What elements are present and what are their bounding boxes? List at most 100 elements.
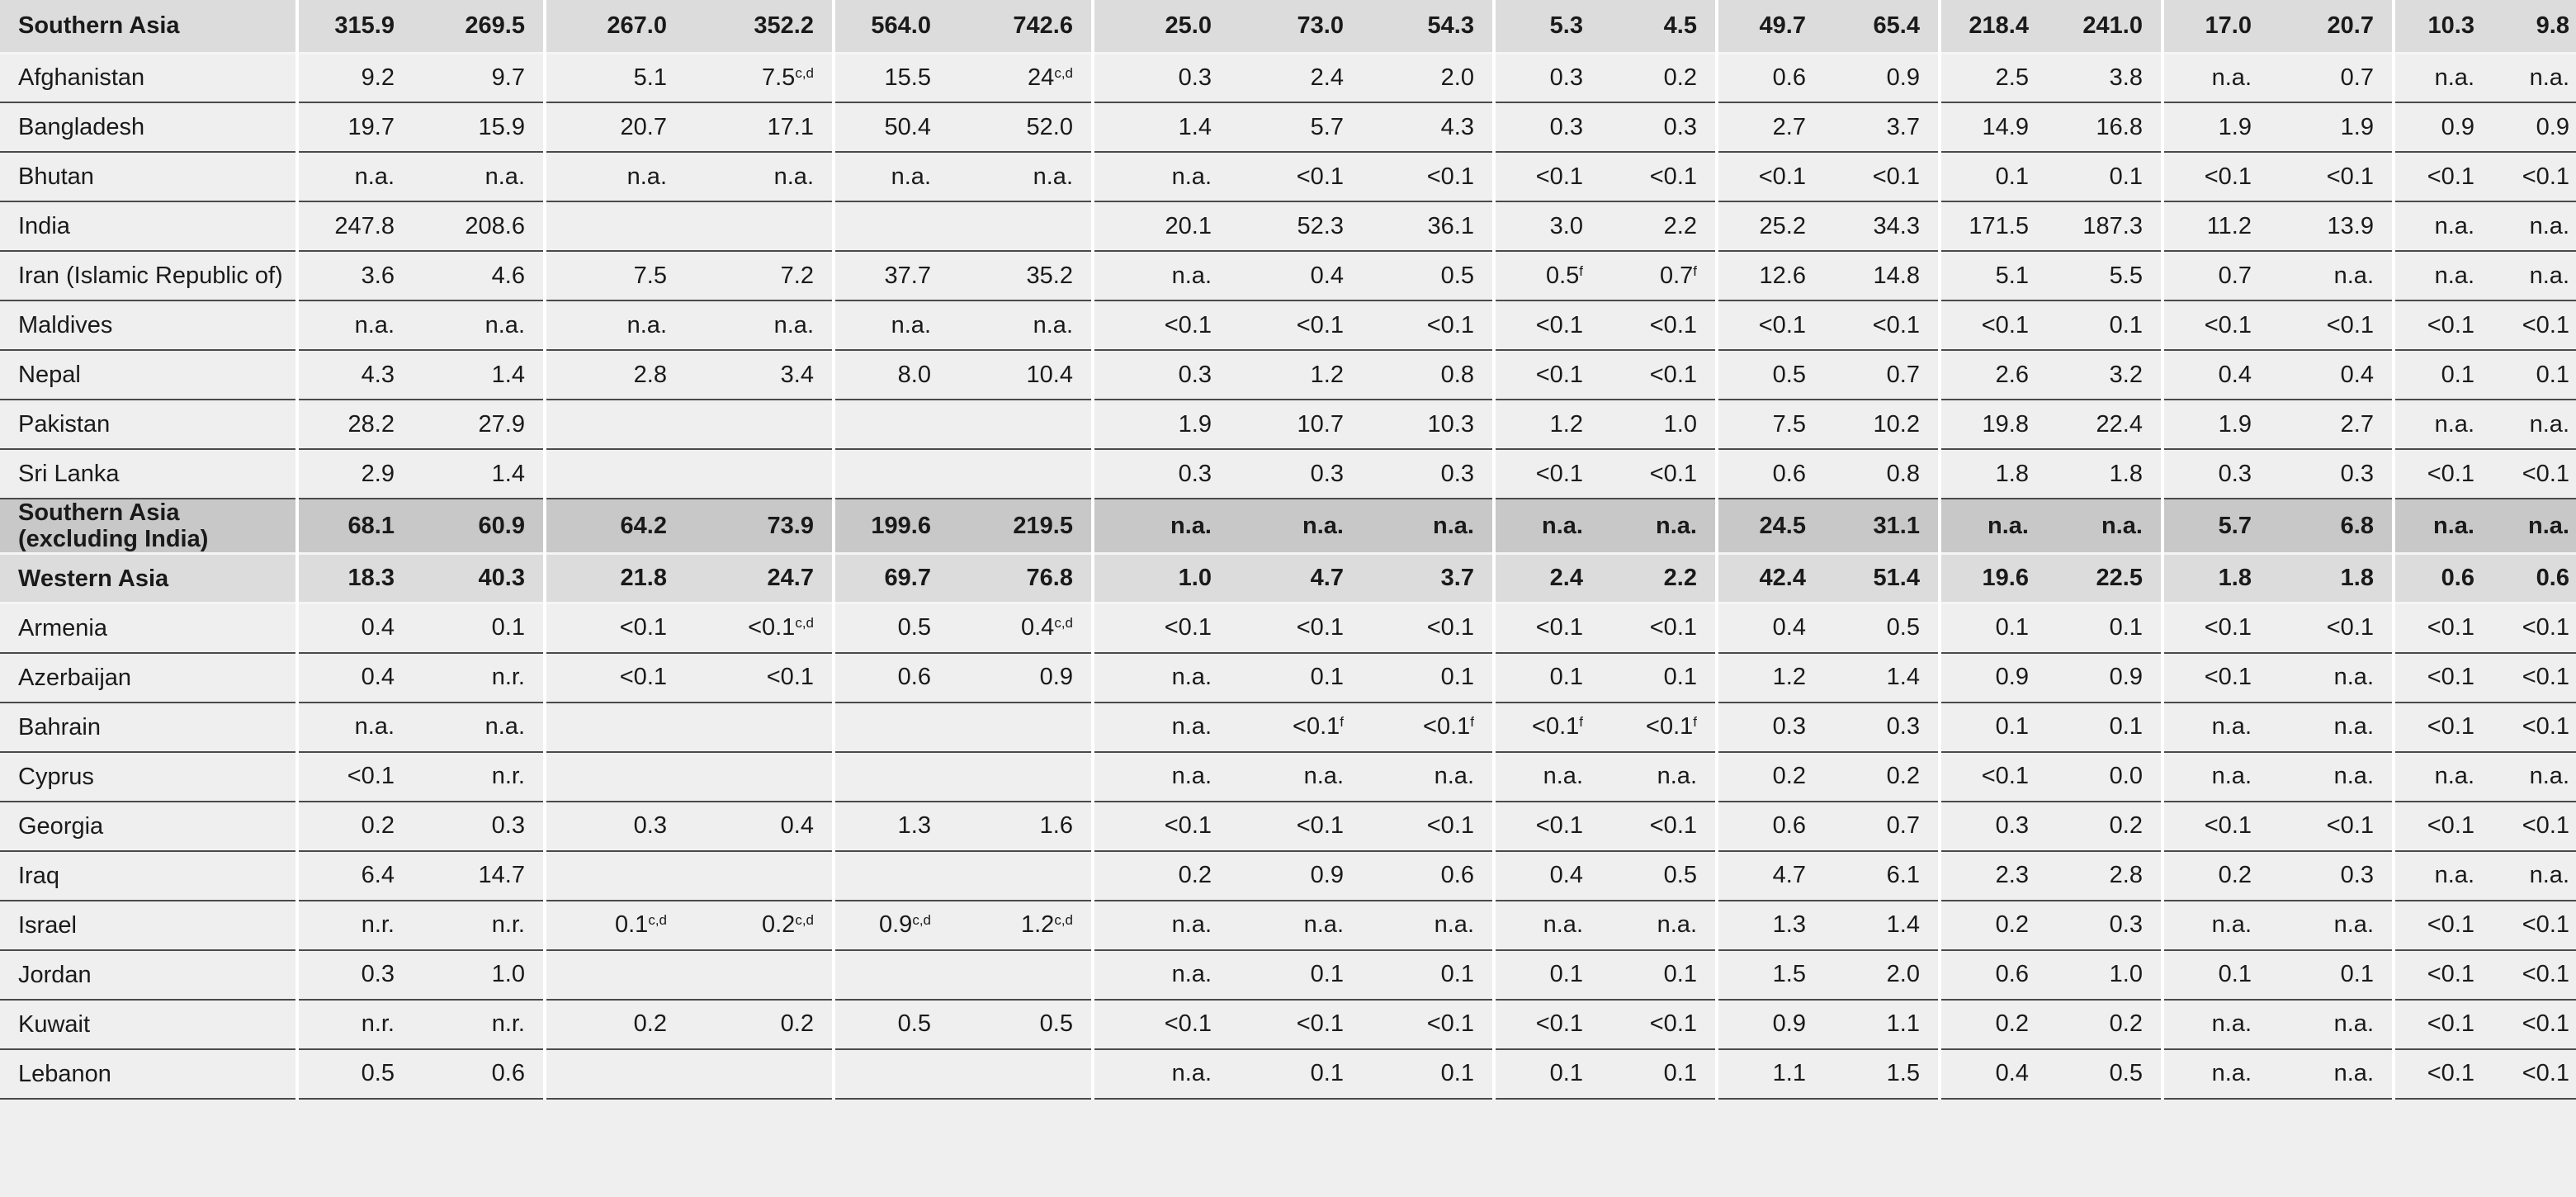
table-cell: n.a. bbox=[543, 300, 685, 351]
table-cell: 0.6 bbox=[1362, 850, 1494, 901]
table-cell: 0.9 bbox=[2392, 102, 2493, 153]
table-cell: <0.1 bbox=[2493, 449, 2576, 499]
table-cell: 0.4 bbox=[685, 801, 834, 852]
table-cell: 1.9 bbox=[2161, 400, 2270, 450]
table-cell: 12.6 bbox=[1715, 251, 1824, 301]
footnote-mark: c,d bbox=[795, 615, 814, 632]
table-cell: <0.1 bbox=[1601, 999, 1717, 1050]
table-cell: n.a. bbox=[1230, 751, 1362, 802]
table-cell: 20.1 bbox=[1091, 201, 1230, 252]
table-cell: <0.1 bbox=[1492, 350, 1601, 400]
table-cell: <0.1 bbox=[1091, 300, 1230, 351]
table-cell: 1.3 bbox=[1715, 900, 1824, 951]
table-cell: 4.3 bbox=[1362, 102, 1494, 153]
table-cell bbox=[543, 702, 685, 753]
table-cell: 3.7 bbox=[1824, 102, 1940, 153]
table-cell: n.a. bbox=[1601, 751, 1717, 802]
table-cell: 267.0 bbox=[543, 0, 685, 54]
table-cell: n.a. bbox=[1230, 499, 1362, 555]
table-cell: <0.1 bbox=[2493, 702, 2576, 753]
table-row: Bahrain n.a. n.a. n.a. <0.1f <0.1f <0.1f <0.1f 0… bbox=[0, 702, 2576, 753]
table-cell: 0.5 bbox=[832, 999, 949, 1050]
table-cell: n.r. bbox=[413, 652, 545, 703]
table-cell: n.a. bbox=[2161, 702, 2270, 753]
table-cell: <0.1 bbox=[2392, 1048, 2493, 1100]
table-cell: 0.3 bbox=[295, 949, 413, 1001]
table-cell: 0.1 bbox=[1938, 702, 2047, 753]
table-cell: <0.1 bbox=[1492, 449, 1601, 499]
table-cell: 24.7 bbox=[685, 553, 834, 604]
table-cell: n.a. bbox=[1091, 152, 1230, 202]
table-cell: 1.9 bbox=[1091, 400, 1230, 450]
table-cell: 50.4 bbox=[832, 102, 949, 153]
table-cell: <0.1c,d bbox=[685, 603, 834, 654]
table-cell: 3.7 bbox=[1362, 553, 1494, 604]
table-cell: <0.1 bbox=[2161, 300, 2270, 351]
table-cell: 0.1 bbox=[1230, 949, 1362, 1001]
table-cell: n.a. bbox=[2047, 499, 2162, 555]
table-cell: 1.4 bbox=[413, 449, 545, 499]
row-label: Sri Lanka bbox=[0, 449, 297, 499]
cell-value: 0.7 bbox=[1659, 262, 1694, 289]
table-cell: <0.1 bbox=[2392, 152, 2493, 202]
row-label: Lebanon bbox=[0, 1048, 297, 1100]
table-cell: 3.8 bbox=[2047, 53, 2162, 103]
table-cell bbox=[685, 751, 834, 802]
table-cell: 0.9 bbox=[1715, 999, 1824, 1050]
table-cell: <0.1 bbox=[1938, 300, 2047, 351]
cell-value: <0.1 bbox=[748, 614, 796, 641]
table-row: Jordan 0.3 1.0 n.a. 0.1 0.1 0.1 0.1 1.5 2.0 0.6 1.0… bbox=[0, 949, 2576, 1001]
table-cell: n.a. bbox=[2270, 900, 2394, 951]
table-cell: 0.6 bbox=[2493, 553, 2576, 604]
table-cell: <0.1 bbox=[1362, 999, 1494, 1050]
table-cell: 6.4 bbox=[295, 850, 413, 901]
table-cell: 1.8 bbox=[2270, 553, 2394, 604]
table-cell: 5.1 bbox=[543, 53, 685, 103]
table-cell: 2.8 bbox=[543, 350, 685, 400]
table-cell: 14.7 bbox=[413, 850, 545, 901]
table-cell: 1.2 bbox=[1230, 350, 1362, 400]
table-cell bbox=[685, 1048, 834, 1100]
table-cell: 1.0 bbox=[2047, 949, 2162, 1001]
table-cell: <0.1 bbox=[1362, 152, 1494, 202]
table-cell: 0.6 bbox=[832, 652, 949, 703]
table-cell: 9.2 bbox=[295, 53, 413, 103]
table-cell: 0.3 bbox=[1715, 702, 1824, 753]
table-cell: 5.3 bbox=[1492, 0, 1601, 54]
table-cell: 15.5 bbox=[832, 53, 949, 103]
table-cell: 208.6 bbox=[413, 201, 545, 252]
table-cell: 4.3 bbox=[295, 350, 413, 400]
table-cell bbox=[832, 850, 949, 901]
table-cell: n.r. bbox=[413, 999, 545, 1050]
table-cell: <0.1 bbox=[543, 652, 685, 703]
table-cell: 1.2 bbox=[1715, 652, 1824, 703]
table-cell: <0.1 bbox=[2392, 801, 2493, 852]
table-cell: 2.0 bbox=[1824, 949, 1940, 1001]
table-cell: 1.9 bbox=[2161, 102, 2270, 153]
table-cell: <0.1 bbox=[1601, 152, 1717, 202]
table-cell: n.a. bbox=[2270, 999, 2394, 1050]
table-cell: 0.4 bbox=[295, 652, 413, 703]
table-cell: <0.1 bbox=[685, 652, 834, 703]
footnote-mark: c,d bbox=[912, 912, 931, 928]
table-cell: 65.4 bbox=[1824, 0, 1940, 54]
table-cell: <0.1f bbox=[1601, 702, 1717, 753]
table-cell: <0.1f bbox=[1230, 702, 1362, 753]
table-cell: 0.2 bbox=[2161, 850, 2270, 901]
table-cell: <0.1 bbox=[2392, 603, 2493, 654]
table-cell: <0.1 bbox=[2493, 801, 2576, 852]
table-cell: n.r. bbox=[413, 751, 545, 802]
table-cell: <0.1f bbox=[1362, 702, 1494, 753]
table-cell: 0.4 bbox=[1230, 251, 1362, 301]
table-cell: 352.2 bbox=[685, 0, 834, 54]
row-label: Afghanistan bbox=[0, 53, 297, 103]
table-cell: 2.7 bbox=[2270, 400, 2394, 450]
table-cell: 20.7 bbox=[543, 102, 685, 153]
table-cell: 0.2 bbox=[1601, 53, 1717, 103]
table-cell: 2.3 bbox=[1938, 850, 2047, 901]
table-cell: 19.7 bbox=[295, 102, 413, 153]
row-label: Georgia bbox=[0, 801, 297, 852]
table-cell: 0.1 bbox=[1362, 1048, 1494, 1100]
table-cell: 0.6 bbox=[2392, 553, 2493, 604]
